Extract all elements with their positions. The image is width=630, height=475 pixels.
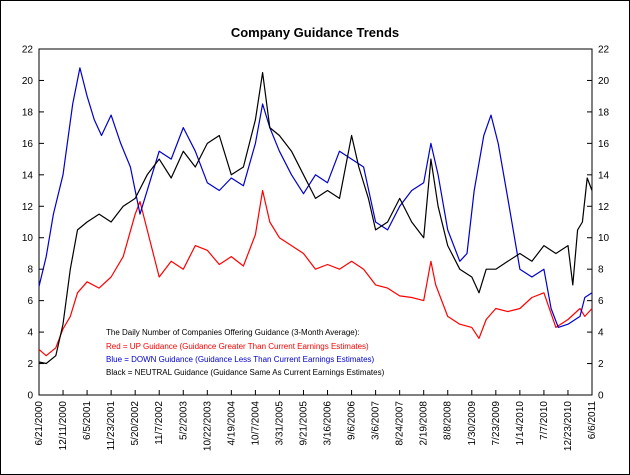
y-tick-label-right: 0 bbox=[598, 391, 604, 402]
y-tick-label-right: 8 bbox=[598, 265, 604, 276]
x-tick-label: 11/7/2002 bbox=[154, 401, 165, 445]
x-tick-label: 9/21/2005 bbox=[298, 401, 309, 446]
y-tick-label-left: 16 bbox=[22, 139, 34, 150]
legend: The Daily Number of Companies Offering G… bbox=[106, 328, 385, 377]
x-tick-label: 5/2/2003 bbox=[178, 401, 189, 440]
series-line-up-red bbox=[38, 189, 593, 357]
y-tick-label-left: 12 bbox=[22, 202, 34, 213]
x-tick-label: 1/14/2010 bbox=[515, 401, 526, 446]
x-tick-label: 12/23/2010 bbox=[563, 401, 574, 451]
x-tick-label: 4/19/2004 bbox=[226, 401, 237, 446]
x-tick-label: 3/31/2005 bbox=[274, 401, 285, 446]
y-tick-label-right: 20 bbox=[598, 76, 610, 87]
x-tick-label: 5/20/2002 bbox=[130, 401, 141, 446]
legend-entry-up: Red = UP Guidance (Guidance Greater Than… bbox=[106, 342, 369, 351]
y-axis-left: 0 2 4 6 8 10 12 14 16 18 20 22 bbox=[22, 45, 44, 402]
y-tick-label-right: 18 bbox=[598, 107, 610, 118]
y-tick-label-left: 4 bbox=[27, 328, 33, 339]
y-tick-label-right: 6 bbox=[598, 296, 604, 307]
y-tick-label-left: 14 bbox=[22, 170, 34, 181]
legend-entry-neutral: Black = NEUTRAL Guidance (Guidance Same … bbox=[106, 368, 385, 377]
x-tick-label: 6/6/2011 bbox=[587, 401, 598, 440]
y-tick-label-right: 12 bbox=[598, 202, 610, 213]
y-tick-label-right: 16 bbox=[598, 139, 610, 150]
x-tick-label: 8/24/2007 bbox=[395, 401, 406, 446]
y-tick-label-right: 22 bbox=[598, 45, 610, 56]
y-tick-label-left: 2 bbox=[27, 359, 33, 370]
chart-title: Company Guidance Trends bbox=[231, 25, 399, 40]
series-layer bbox=[38, 67, 593, 365]
x-tick-label: 6/21/2000 bbox=[34, 401, 45, 446]
x-tick-label: 9/6/2006 bbox=[347, 401, 358, 440]
legend-title: The Daily Number of Companies Offering G… bbox=[106, 328, 360, 337]
x-tick-label: 12/11/2000 bbox=[58, 401, 69, 451]
y-tick-label-left: 10 bbox=[22, 233, 34, 244]
y-tick-label-left: 20 bbox=[22, 76, 34, 87]
y-tick-label-left: 6 bbox=[27, 296, 33, 307]
series-line-neutral-black bbox=[38, 72, 593, 365]
y-tick-label-right: 2 bbox=[598, 359, 604, 370]
x-tick-label: 7/23/2009 bbox=[491, 401, 502, 446]
y-tick-label-left: 0 bbox=[27, 391, 33, 402]
x-tick-label: 10/7/2004 bbox=[250, 401, 261, 446]
y-tick-label-right: 4 bbox=[598, 328, 604, 339]
y-tick-label-left: 22 bbox=[22, 45, 34, 56]
x-tick-label: 6/5/2001 bbox=[82, 401, 93, 440]
legend-entry-down: Blue = DOWN Guidance (Guidance Less Than… bbox=[106, 355, 375, 364]
x-axis: 6/21/2000 12/11/2000 6/5/2001 11/23/2001 5/2… bbox=[34, 390, 598, 451]
x-tick-label: 7/7/2010 bbox=[539, 401, 550, 440]
x-tick-label: 2/19/2008 bbox=[419, 401, 430, 446]
x-tick-label: 3/16/2006 bbox=[323, 401, 334, 446]
y-tick-label-left: 18 bbox=[22, 107, 34, 118]
x-tick-label: 8/8/2008 bbox=[443, 401, 454, 440]
y-tick-label-right: 14 bbox=[598, 170, 610, 181]
y-tick-label-left: 8 bbox=[27, 265, 33, 276]
y-tick-label-right: 10 bbox=[598, 233, 610, 244]
plot-area bbox=[38, 48, 593, 396]
x-tick-label: 1/30/2009 bbox=[467, 401, 478, 446]
series-line-down-blue bbox=[38, 67, 593, 328]
x-tick-label: 10/22/2003 bbox=[202, 401, 213, 451]
x-tick-label: 3/6/2007 bbox=[371, 401, 382, 440]
y-axis-right: 0 2 4 6 8 10 12 14 16 18 20 22 bbox=[587, 45, 610, 402]
x-tick-label: 11/23/2001 bbox=[106, 401, 117, 451]
